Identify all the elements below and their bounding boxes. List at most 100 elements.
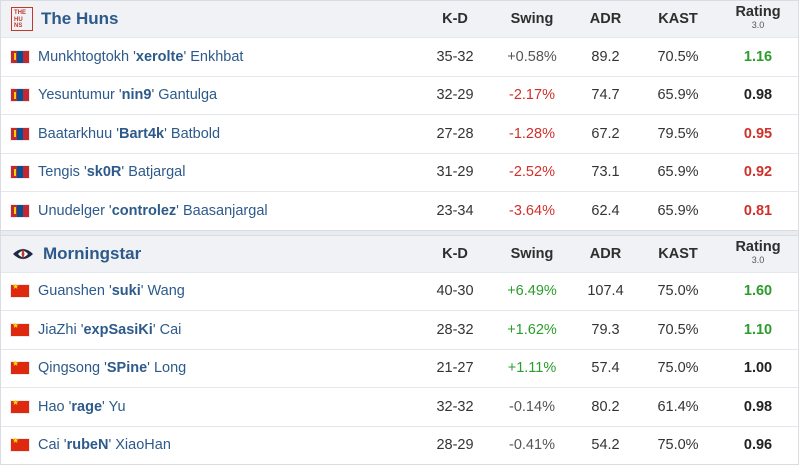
china-flag-icon <box>11 401 29 413</box>
swing-value: -2.52% <box>491 164 573 180</box>
kast-value: 61.4% <box>638 399 718 415</box>
player-name-link[interactable]: Munkhtogtokh 'xerolte' Enkhbat <box>38 49 243 65</box>
rating-value: 1.16 <box>718 49 798 65</box>
player-rows: Munkhtogtokh 'xerolte' Enkhbat 35-32 +0.… <box>1 37 798 230</box>
swing-value: -0.14% <box>491 399 573 415</box>
mongolia-flag-icon <box>11 205 29 217</box>
player-row: Qingsong 'SPine' Long 21-27 +1.11% 57.4 … <box>1 349 798 388</box>
player-row: Guanshen 'suki' Wang 40-30 +6.49% 107.4 … <box>1 272 798 311</box>
adr-value: 89.2 <box>573 49 638 65</box>
kd-value: 32-29 <box>419 87 491 103</box>
player-first-name: Yesuntumur ' <box>38 87 122 103</box>
rating-version: 3.0 <box>752 254 765 267</box>
player-cell: Hao 'rage' Yu <box>1 399 419 415</box>
swing-value: -3.64% <box>491 203 573 219</box>
col-kd: K-D <box>419 11 491 27</box>
player-name-link[interactable]: Hao 'rage' Yu <box>38 399 126 415</box>
player-last-name: ' Batjargal <box>121 164 185 180</box>
player-row: Hao 'rage' Yu 32-32 -0.14% 80.2 61.4% 0.… <box>1 387 798 426</box>
player-nickname: controlez <box>112 203 176 219</box>
rating-label: Rating <box>735 6 780 19</box>
mongolia-flag-icon <box>11 166 29 178</box>
kd-value: 28-32 <box>419 322 491 338</box>
rating-value: 0.96 <box>718 437 798 453</box>
player-nickname: xerolte <box>136 49 184 65</box>
player-name-link[interactable]: JiaZhi 'expSasiKi' Cai <box>38 322 181 338</box>
player-cell: Tengis 'sk0R' Batjargal <box>1 164 419 180</box>
china-flag-icon <box>11 285 29 297</box>
swing-value: +1.11% <box>491 360 573 376</box>
player-row: Baatarkhuu 'Bart4k' Batbold 27-28 -1.28%… <box>1 114 798 153</box>
player-row: Yesuntumur 'nin9' Gantulga 32-29 -2.17% … <box>1 76 798 115</box>
player-last-name: ' Batbold <box>164 126 220 142</box>
col-adr: ADR <box>573 11 638 27</box>
mongolia-flag-icon <box>11 128 29 140</box>
player-row: Munkhtogtokh 'xerolte' Enkhbat 35-32 +0.… <box>1 37 798 76</box>
adr-value: 54.2 <box>573 437 638 453</box>
player-cell: JiaZhi 'expSasiKi' Cai <box>1 322 419 338</box>
player-last-name: ' Gantulga <box>151 87 217 103</box>
kd-value: 23-34 <box>419 203 491 219</box>
player-row: Unudelger 'controlez' Baasanjargal 23-34… <box>1 191 798 230</box>
kast-value: 65.9% <box>638 203 718 219</box>
player-name-link[interactable]: Tengis 'sk0R' Batjargal <box>38 164 185 180</box>
player-last-name: ' Long <box>147 360 186 376</box>
player-last-name: ' XiaoHan <box>108 437 170 453</box>
swing-value: +0.58% <box>491 49 573 65</box>
player-first-name: Qingsong ' <box>38 360 107 376</box>
player-name-link[interactable]: Guanshen 'suki' Wang <box>38 283 185 299</box>
adr-value: 62.4 <box>573 203 638 219</box>
kd-value: 28-29 <box>419 437 491 453</box>
rating-value: 0.98 <box>718 87 798 103</box>
player-first-name: Cai ' <box>38 437 67 453</box>
china-flag-icon <box>11 362 29 374</box>
col-adr: ADR <box>573 246 638 262</box>
player-nickname: Bart4k <box>119 126 164 142</box>
kast-value: 65.9% <box>638 164 718 180</box>
player-name-link[interactable]: Yesuntumur 'nin9' Gantulga <box>38 87 217 103</box>
player-cell: Munkhtogtokh 'xerolte' Enkhbat <box>1 49 419 65</box>
col-rating: Rating 3.0 <box>718 6 798 32</box>
rating-value: 1.00 <box>718 360 798 376</box>
kd-value: 31-29 <box>419 164 491 180</box>
player-nickname: suki <box>112 283 141 299</box>
player-nickname: rage <box>71 399 102 415</box>
player-first-name: Hao ' <box>38 399 71 415</box>
team-name-cell: Morningstar <box>1 243 419 265</box>
mongolia-flag-icon <box>11 89 29 101</box>
kd-value: 40-30 <box>419 283 491 299</box>
player-name-link[interactable]: Qingsong 'SPine' Long <box>38 360 186 376</box>
team-name-link[interactable]: Morningstar <box>43 244 141 264</box>
swing-value: +6.49% <box>491 283 573 299</box>
china-flag-icon <box>11 439 29 451</box>
player-name-link[interactable]: Cai 'rubeN' XiaoHan <box>38 437 171 453</box>
rating-value: 1.60 <box>718 283 798 299</box>
player-cell: Guanshen 'suki' Wang <box>1 283 419 299</box>
adr-value: 107.4 <box>573 283 638 299</box>
player-name-link[interactable]: Unudelger 'controlez' Baasanjargal <box>38 203 268 219</box>
rating-value: 0.98 <box>718 399 798 415</box>
adr-value: 57.4 <box>573 360 638 376</box>
player-last-name: ' Yu <box>102 399 125 415</box>
player-first-name: Guanshen ' <box>38 283 112 299</box>
team-table-morningstar: Morningstar K-D Swing ADR KAST Rating 3.… <box>0 235 799 465</box>
mongolia-flag-icon <box>11 51 29 63</box>
kd-value: 27-28 <box>419 126 491 142</box>
col-swing: Swing <box>491 11 573 27</box>
player-rows: Guanshen 'suki' Wang 40-30 +6.49% 107.4 … <box>1 272 798 465</box>
player-nickname: nin9 <box>122 87 152 103</box>
player-first-name: Unudelger ' <box>38 203 112 219</box>
kast-value: 79.5% <box>638 126 718 142</box>
adr-value: 79.3 <box>573 322 638 338</box>
team-name-link[interactable]: The Huns <box>41 9 118 29</box>
adr-value: 73.1 <box>573 164 638 180</box>
swing-value: +1.62% <box>491 322 573 338</box>
player-name-link[interactable]: Baatarkhuu 'Bart4k' Batbold <box>38 126 220 142</box>
player-first-name: Munkhtogtokh ' <box>38 49 136 65</box>
rating-value: 0.95 <box>718 126 798 142</box>
kd-value: 21-27 <box>419 360 491 376</box>
player-cell: Yesuntumur 'nin9' Gantulga <box>1 87 419 103</box>
